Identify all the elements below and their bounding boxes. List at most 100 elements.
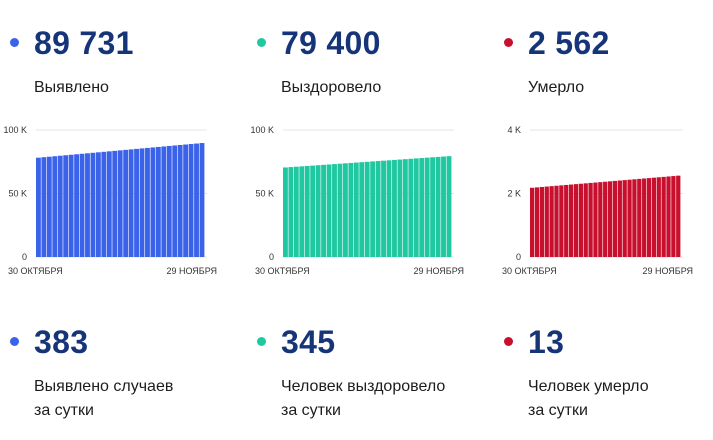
bar [337,163,343,257]
bar [128,149,134,257]
bar [183,144,189,257]
bar [539,186,545,257]
bar [656,177,661,257]
bar [441,156,446,257]
bar [155,146,161,257]
bar [177,144,183,257]
bar [622,180,627,257]
daily-label-line-1: Человек умерло [528,378,649,395]
bar [288,167,294,257]
bar [435,156,441,257]
bar [397,159,403,257]
bar [194,143,199,257]
y-tick-label: 0 [269,252,274,262]
bar [90,152,96,257]
bar [166,145,172,257]
bar [283,167,288,257]
bar [617,180,622,257]
x-tick-label-start: 30 ОКТЯБРЯ [255,266,310,276]
bar [95,152,101,257]
bar [199,143,205,257]
bullet-dot [10,337,19,346]
bar [386,160,392,257]
bar [134,148,139,257]
y-tick-label: 50 K [255,189,274,199]
bar [612,180,618,257]
bar [402,159,408,257]
y-tick-label: 100 K [250,125,274,135]
bar [578,183,583,257]
daily-value: 383 [34,324,89,360]
daily-label-line-2: за сутки [34,402,94,419]
bar [661,176,666,257]
bar [172,145,178,257]
daily-value: 345 [281,324,336,360]
y-tick-label: 4 K [507,125,521,135]
bar [353,162,359,257]
bullet-dot [10,38,19,47]
bar [408,158,414,257]
stat-card-recovered: 79 400 Выздоровело 0 50 K 100 K 30 ОКТЯБРЯ 2… [247,0,484,440]
bullet-dot [257,38,266,47]
bar [666,176,671,257]
x-tick-label-end: 29 НОЯБРЯ [642,266,693,276]
bar [68,154,74,257]
bar [544,186,549,257]
bar [651,177,657,257]
bar [161,146,167,257]
bar [413,158,419,257]
bar [36,157,41,257]
bar [150,147,156,257]
bar [79,153,85,257]
bar [375,161,381,257]
bar [534,187,540,257]
bar [598,182,603,257]
bar [573,184,579,257]
x-tick-label-end: 29 НОЯБРЯ [413,266,464,276]
bar [74,154,80,257]
bar [381,160,386,257]
chart-died: 0 2 K 4 K 30 ОКТЯБРЯ 29 НОЯБРЯ [502,125,693,276]
bar [446,156,452,257]
bar [123,149,129,257]
total-label: Выздоровело [281,79,382,96]
bar [603,181,608,257]
y-tick-label: 2 K [507,189,521,199]
total-label: Выявлено [34,79,109,96]
bullet-dot [504,38,513,47]
bar [359,162,365,257]
bar [559,185,564,257]
bar [342,163,348,257]
daily-label-line-2: за сутки [528,402,588,419]
bar [332,164,337,257]
bar [607,181,613,257]
x-tick-label-end: 29 НОЯБРЯ [166,266,217,276]
bar [642,178,647,257]
bar [145,147,150,257]
total-label: Умерло [528,79,585,96]
bar [593,182,598,257]
y-tick-label: 0 [516,252,521,262]
bar [671,176,676,257]
bar [424,157,430,257]
daily-label-line-1: Выявлено случаев [34,378,174,395]
bar [564,184,569,257]
bar [117,150,123,257]
y-tick-label: 50 K [8,189,27,199]
daily-label-line-2: за сутки [281,402,341,419]
bar [41,157,47,257]
bar [364,161,370,257]
total-value: 2 562 [528,25,610,61]
bar [583,183,588,257]
chart-detected: 0 50 K 100 K 30 ОКТЯБРЯ 29 НОЯБРЯ [3,125,217,276]
bar [632,179,637,257]
bar [139,148,145,257]
x-tick-label-start: 30 ОКТЯБРЯ [502,266,557,276]
bar [430,157,436,257]
bar [321,164,327,257]
bar [101,151,107,257]
daily-label-line-1: Человек выздоровело [281,378,446,395]
bar [568,184,574,257]
bar [299,166,305,257]
